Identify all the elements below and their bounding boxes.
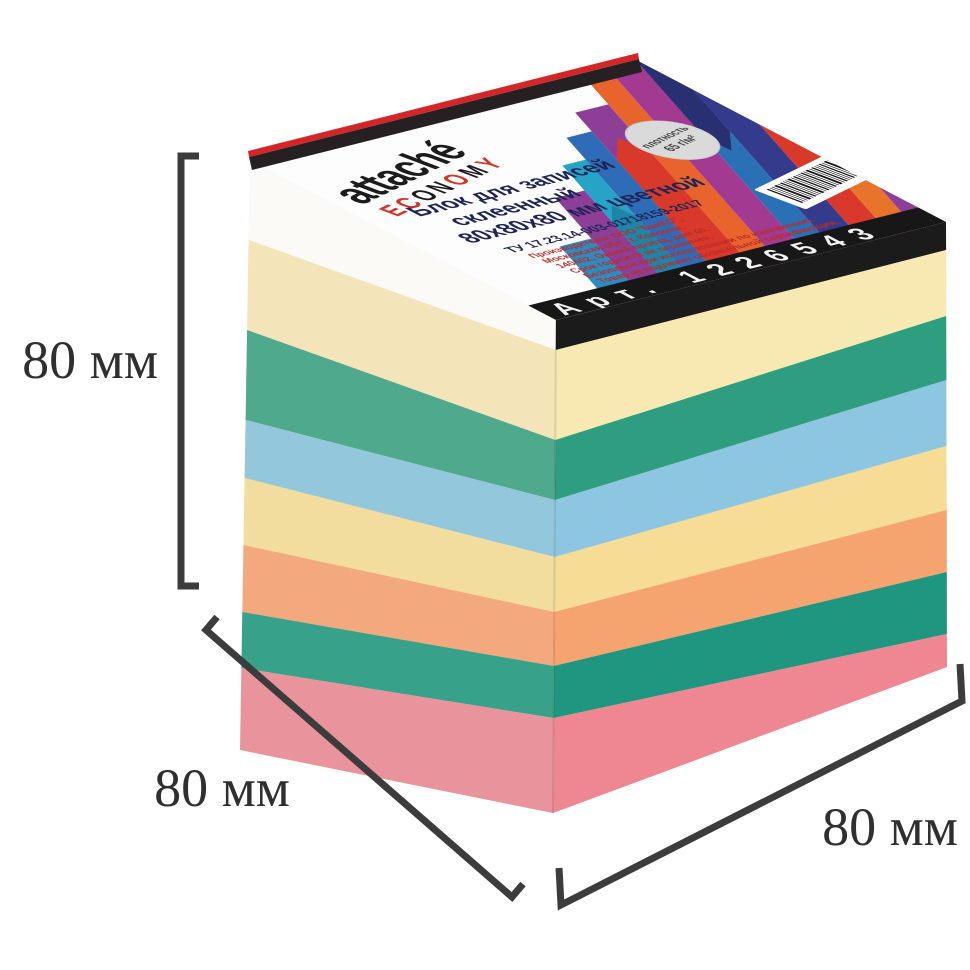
density-badge: плотность 65 г/м² [624, 120, 721, 160]
wrapper-red-edge [248, 53, 639, 157]
wrapper-edge-left [248, 160, 556, 350]
wrapper-black-edge [249, 59, 642, 170]
article-band [499, 197, 946, 320]
dimension-label-height: 80 мм [22, 330, 158, 390]
dimension-bracket-depth [201, 614, 526, 902]
cube-right-face [552, 222, 947, 814]
dimension-label-width: 80 мм [822, 797, 958, 857]
dimension-bracket-width [555, 663, 966, 911]
dimension-label-depth: 80 мм [154, 758, 290, 818]
wrapper-edge-right [555, 222, 947, 350]
cube-left-face [240, 160, 556, 813]
dimension-bracket-height [177, 152, 199, 590]
